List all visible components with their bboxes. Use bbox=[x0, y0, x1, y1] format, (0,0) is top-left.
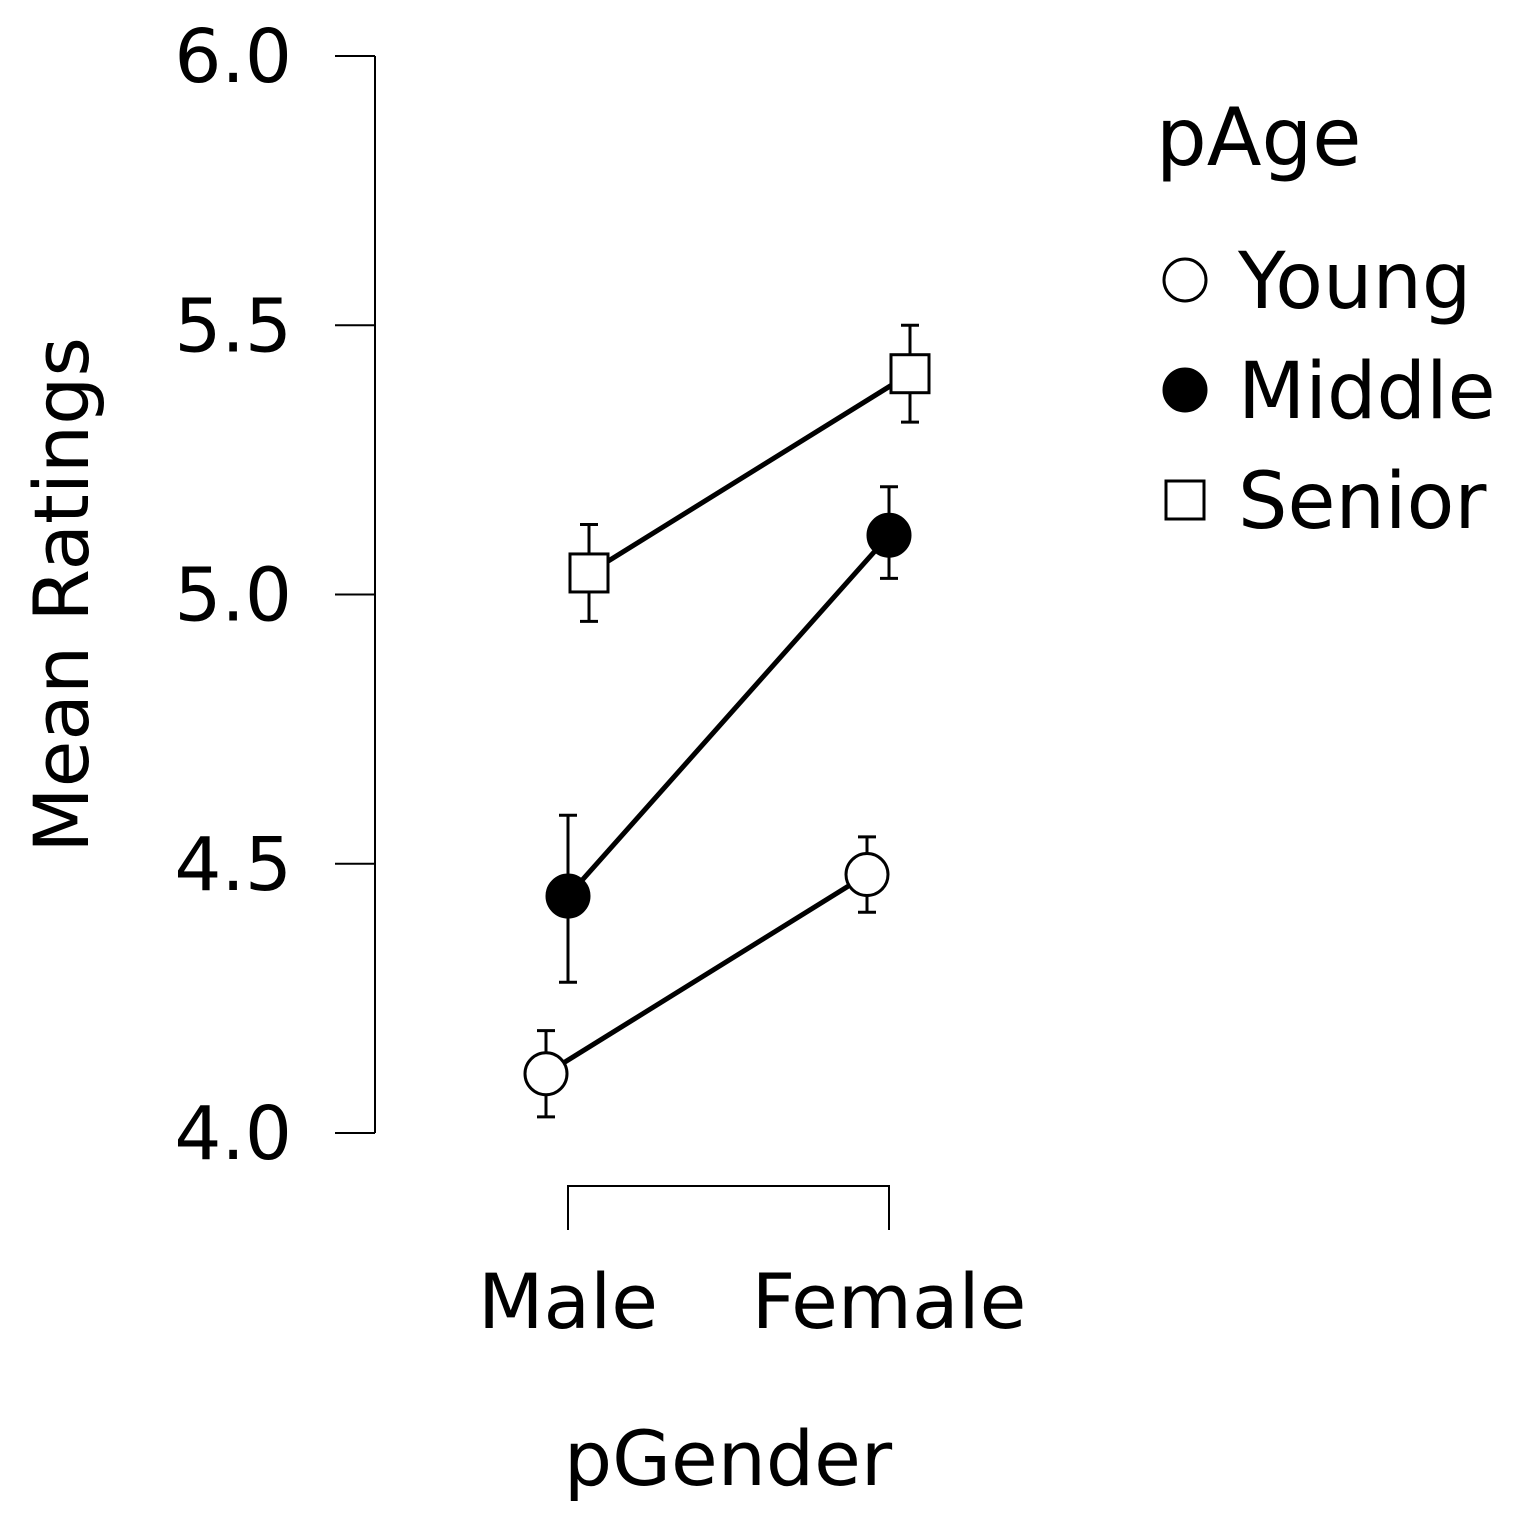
x-axis-label: pGender bbox=[564, 1414, 893, 1503]
y-tick-label: 5.0 bbox=[174, 553, 292, 639]
data-point bbox=[844, 852, 890, 898]
x-axis-bracket bbox=[567, 1185, 890, 1230]
series-line bbox=[566, 533, 891, 898]
series-line bbox=[544, 872, 869, 1076]
data-point bbox=[866, 512, 912, 558]
legend-marker-young bbox=[1162, 257, 1208, 303]
data-point bbox=[523, 1051, 569, 1097]
data-point bbox=[889, 353, 931, 395]
series-middle bbox=[545, 485, 912, 984]
x-tick-label: Male bbox=[478, 1257, 658, 1346]
data-point bbox=[568, 552, 610, 594]
x-axis: Male Female bbox=[478, 1185, 1027, 1346]
x-tick-label: Female bbox=[752, 1257, 1027, 1346]
y-axis: 4.0 4.5 5.0 5.5 6.0 bbox=[174, 14, 376, 1177]
series-senior bbox=[568, 323, 931, 623]
y-tick-label: 4.0 bbox=[174, 1091, 292, 1177]
series-layer bbox=[523, 323, 931, 1119]
legend-label: Young bbox=[1237, 237, 1471, 327]
legend: pAge Young Middle Senior bbox=[1156, 91, 1496, 547]
legend-marker-senior bbox=[1164, 479, 1206, 521]
legend-label: Senior bbox=[1238, 457, 1487, 547]
y-axis-label: Mean Ratings bbox=[17, 337, 106, 853]
legend-title: pAge bbox=[1156, 91, 1362, 184]
series-line bbox=[587, 371, 912, 576]
legend-label: Middle bbox=[1238, 347, 1496, 437]
series-young bbox=[523, 835, 890, 1119]
y-tick-label: 6.0 bbox=[174, 14, 292, 100]
legend-marker-middle bbox=[1162, 367, 1208, 413]
data-point bbox=[545, 873, 591, 919]
y-tick-label: 4.5 bbox=[174, 822, 292, 908]
y-tick-label: 5.5 bbox=[174, 283, 292, 369]
